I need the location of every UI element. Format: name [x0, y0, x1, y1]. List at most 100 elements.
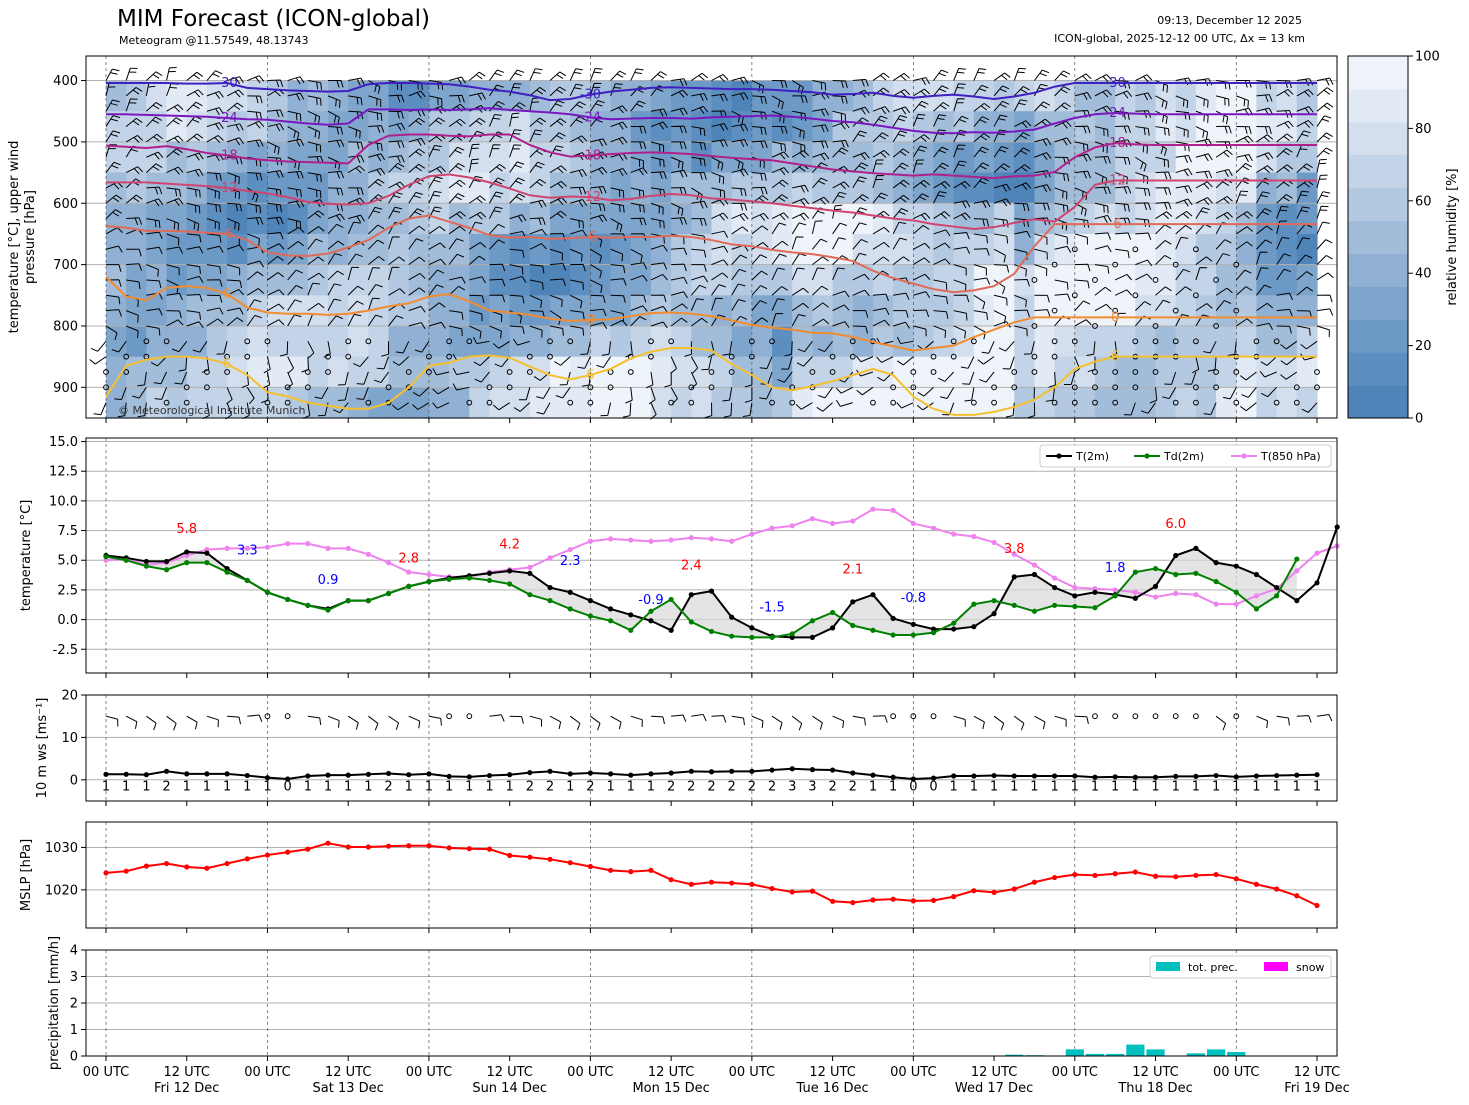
wind-barb: [1034, 69, 1050, 81]
humidity-cell: [630, 264, 652, 296]
data-point: [991, 772, 997, 779]
data-point: [1193, 592, 1199, 598]
humidity-cell: [650, 233, 672, 266]
wind-barb: [1215, 300, 1232, 311]
wind-barb: [284, 384, 291, 391]
data-point: [1213, 560, 1219, 566]
humidity-cell: [388, 233, 410, 266]
data-point: [870, 772, 876, 778]
wind-barb: [1155, 299, 1171, 311]
wind-barb: [166, 198, 184, 207]
wind-barb: [1316, 205, 1329, 219]
data-point: [406, 772, 412, 778]
wind-barb: [327, 223, 344, 235]
data-point: [708, 628, 715, 635]
wind-barb: [206, 90, 224, 99]
humidity-cell: [1175, 80, 1197, 112]
wind-barb: [186, 187, 201, 198]
wind-barb: [509, 177, 525, 189]
wind-barb: [832, 222, 848, 235]
wind-barb: [1031, 369, 1038, 375]
wind-barb: [1256, 225, 1273, 235]
wind-barb: [590, 166, 608, 175]
humidity-cell: [550, 111, 571, 143]
wind-barb: [146, 308, 163, 316]
wind-barb: [509, 248, 525, 258]
wind-barb: [1235, 269, 1252, 281]
wind-barb: [1235, 318, 1253, 327]
wind-barb: [267, 303, 285, 312]
wind-barb: [1215, 287, 1233, 296]
wind-barb: [832, 321, 850, 328]
wind-barb: [408, 322, 426, 330]
wind-barb: [650, 274, 668, 281]
wind-barb: [125, 325, 139, 339]
wind-barb: [771, 151, 789, 160]
wind-barb: [368, 125, 385, 133]
wind-barb: [1112, 261, 1119, 268]
data-point: [426, 843, 432, 849]
wind-barb: [953, 68, 966, 81]
gust-label: 2: [687, 779, 695, 794]
isotherm-line: [106, 107, 1317, 135]
wind-barb: [993, 248, 1007, 263]
data-point: [809, 618, 816, 624]
data-point: [345, 772, 351, 778]
wind-barb: [549, 278, 566, 286]
humidity-cell: [247, 233, 269, 266]
wind-barb: [913, 257, 931, 266]
wind-barb: [549, 86, 566, 97]
humidity-cell: [529, 203, 551, 235]
wind-barb: [1175, 198, 1193, 207]
wind-barb: [529, 217, 546, 226]
wind-barb: [610, 264, 626, 274]
wind-barb: [832, 290, 850, 298]
wind-barb: [125, 194, 143, 204]
wind-barb: [1195, 170, 1213, 179]
wind-barb: [1316, 174, 1328, 189]
wind-barb: [912, 145, 928, 158]
wind-barb: [893, 292, 910, 300]
wind-barb: [536, 387, 551, 399]
wind-barb: [933, 211, 951, 220]
y-axis-label-line: temperature [°C]: [19, 500, 34, 612]
wind-barb: [1051, 353, 1058, 360]
wind-barb: [247, 233, 260, 246]
wind-barb: [1235, 211, 1253, 220]
humidity-cell: [1034, 356, 1056, 388]
wind-barb: [816, 402, 833, 412]
data-point: [385, 770, 392, 777]
data-point: [870, 627, 876, 633]
humidity-cell: [307, 111, 329, 143]
humidity-cell: [449, 141, 470, 174]
wind-barb: [1094, 156, 1111, 164]
wind-barb: [690, 356, 699, 374]
wind-barb: [835, 399, 853, 407]
wind-barb: [226, 89, 245, 98]
wind-barb: [832, 255, 849, 265]
data-point: [486, 577, 493, 584]
humidity-cell: [1236, 356, 1258, 388]
day-label: Tue 16 Dec: [796, 1081, 869, 1096]
wind-barb: [1045, 387, 1056, 402]
humidity-cell: [913, 264, 935, 296]
data-point: [224, 569, 230, 575]
data-point: [1173, 773, 1179, 780]
wind-barb: [812, 152, 830, 161]
data-point: [809, 767, 816, 773]
wind-barb: [1152, 338, 1159, 345]
data-point: [466, 846, 472, 852]
wind-barb: [630, 167, 648, 176]
wind-barb: [970, 338, 977, 345]
wind-barb: [1296, 237, 1310, 250]
humidity-cell: [368, 387, 390, 419]
wind-barb: [509, 161, 525, 173]
wind-barb: [186, 233, 202, 243]
wind-barb: [267, 141, 280, 155]
wind-barb: [206, 294, 223, 303]
wind-barb: [1314, 369, 1320, 375]
x-tick-label: 00 UTC: [729, 1065, 775, 1080]
humidity-cell: [287, 325, 309, 358]
humidity-cell: [126, 325, 147, 358]
wind-barb: [589, 100, 605, 112]
